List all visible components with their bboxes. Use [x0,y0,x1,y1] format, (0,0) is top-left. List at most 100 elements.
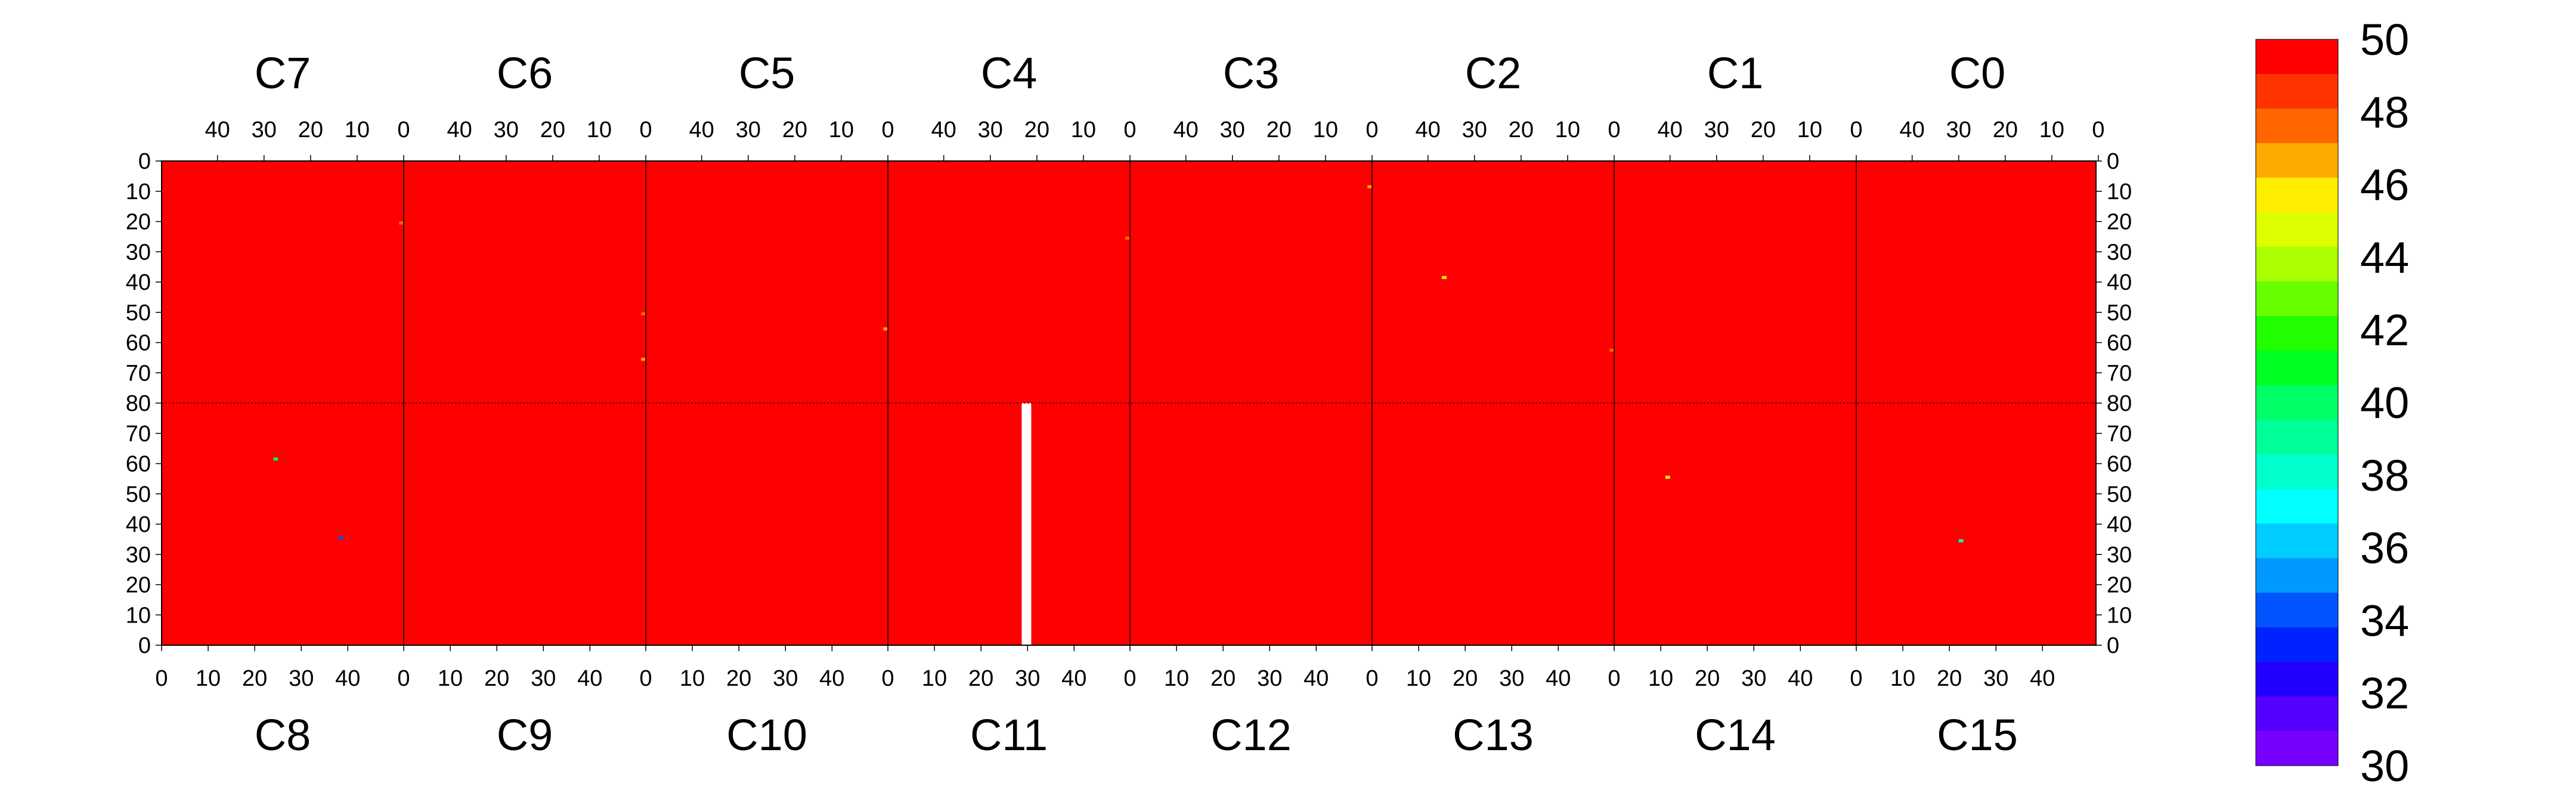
x-tick-label-top: 30 [736,117,761,143]
axes-layer: C7 C6 C5 C4 C3 C2 C1 C0 C8 C9 C10 C11 C12 C13 C14 C15 40… [126,48,2132,760]
y-tick-label-left: 80 [126,391,151,416]
x-tick-label-top: 0 [1123,117,1136,143]
x-tick-label-top: 20 [1993,117,2018,143]
x-tick-label-bottom: 30 [773,666,798,691]
x-tick-label-bottom: 20 [968,666,993,691]
noisy-pixel [1125,236,1130,240]
chip-label-top: C7 [255,48,311,98]
chip-label-top: C5 [739,48,795,98]
y-tick-label-right: 50 [2107,482,2132,507]
colorbar-tick-label: 32 [2360,668,2409,718]
x-tick-label-top: 40 [689,117,714,143]
x-tick-label-top: 30 [1462,117,1487,143]
colorbar-tick-label: 48 [2360,88,2409,137]
x-tick-label-top: 40 [1900,117,1925,143]
dead-column [1021,403,1032,645]
x-tick-label-bottom: 0 [1123,666,1136,691]
x-tick-label-bottom: 0 [639,666,652,691]
x-tick-label-top: 30 [494,117,519,143]
y-tick-label-left: 30 [126,240,151,265]
colorbar-segment [2256,212,2338,247]
x-tick-label-bottom: 0 [1608,666,1620,691]
chip-label-bottom: C14 [1695,710,1776,760]
x-tick-label-bottom: 10 [680,666,705,691]
x-tick-label-top: 10 [2039,117,2064,143]
chip-label-top: C2 [1465,48,1522,98]
colorbar-segment [2256,247,2338,282]
y-tick-label-left: 10 [126,179,151,205]
colorbar-segment [2256,143,2338,178]
x-tick-label-bottom: 30 [1983,666,2008,691]
x-tick-label-top: 10 [829,117,854,143]
y-tick-label-right: 30 [2107,543,2132,568]
y-tick-label-right: 70 [2107,422,2132,447]
colorbar-tick-label: 44 [2360,233,2409,282]
x-tick-label-bottom: 30 [1499,666,1524,691]
y-tick-label-left: 0 [138,633,151,658]
y-tick-label-left: 60 [126,452,151,477]
chip-label-top: C3 [1223,48,1280,98]
y-tick-label-left: 50 [126,482,151,507]
colorbar-segment [2256,593,2338,628]
colorbar-segment [2256,316,2338,351]
colorbar-frame [2255,39,2339,766]
x-tick-label-top: 40 [1416,117,1441,143]
y-tick-label-left: 50 [126,301,151,326]
colorbar-tick-label: 50 [2360,15,2409,64]
y-tick-label-left: 0 [138,149,151,174]
x-tick-label-bottom: 40 [577,666,602,691]
x-tick-label-bottom: 30 [1015,666,1040,691]
x-tick-label-bottom: 10 [196,666,221,691]
colorbar-segment [2256,178,2338,213]
chip-label-bottom: C11 [970,710,1048,760]
x-tick-label-bottom: 10 [1648,666,1673,691]
x-tick-label-bottom: 30 [1741,666,1766,691]
x-tick-label-top: 10 [1313,117,1338,143]
colorbar-segment [2256,74,2338,109]
x-tick-label-bottom: 0 [1850,666,1862,691]
y-tick-label-right: 40 [2107,512,2132,537]
y-tick-label-right: 70 [2107,361,2132,386]
x-tick-label-bottom: 40 [1546,666,1571,691]
x-tick-label-top: 40 [447,117,472,143]
chip-label-top: C1 [1707,48,1764,98]
x-tick-label-bottom: 30 [1257,666,1282,691]
y-tick-label-right: 0 [2107,149,2119,174]
chip-label-bottom: C8 [255,710,311,760]
x-tick-label-top: 30 [1946,117,1971,143]
x-tick-label-top: 20 [782,117,807,143]
y-tick-label-right: 10 [2107,179,2132,205]
x-tick-label-bottom: 20 [1210,666,1236,691]
x-tick-label-top: 10 [1071,117,1096,143]
x-tick-label-top: 30 [978,117,1003,143]
y-tick-label-left: 30 [126,543,151,568]
colorbar-segment [2256,558,2338,593]
x-tick-label-top: 20 [540,117,565,143]
y-tick-label-right: 20 [2107,573,2132,598]
x-tick-label-bottom: 20 [1453,666,1478,691]
x-tick-label-bottom: 30 [531,666,556,691]
x-tick-label-bottom: 40 [1788,666,1813,691]
x-tick-label-top: 30 [252,117,277,143]
y-tick-label-left: 20 [126,210,151,235]
y-tick-label-right: 10 [2107,603,2132,628]
x-tick-label-top: 20 [1024,117,1049,143]
chip-label-bottom: C13 [1453,710,1534,760]
x-tick-label-top: 10 [1797,117,1822,143]
chip-label-bottom: C12 [1210,710,1292,760]
y-tick-label-right: 0 [2107,633,2119,658]
y-tick-label-right: 80 [2107,391,2132,416]
x-tick-label-bottom: 40 [1061,666,1086,691]
colorbar-tick-label: 42 [2360,305,2409,355]
y-tick-label-left: 10 [126,603,151,628]
x-tick-label-bottom: 0 [397,666,410,691]
x-tick-label-top: 0 [1850,117,1862,143]
x-tick-label-top: 0 [2092,117,2104,143]
y-tick-label-right: 30 [2107,240,2132,265]
y-tick-label-left: 70 [126,422,151,447]
colorbar-segment [2256,524,2338,559]
colorbar-segment [2256,454,2338,490]
noisy-pixel [1367,185,1372,188]
colorbar-segment [2256,731,2338,766]
